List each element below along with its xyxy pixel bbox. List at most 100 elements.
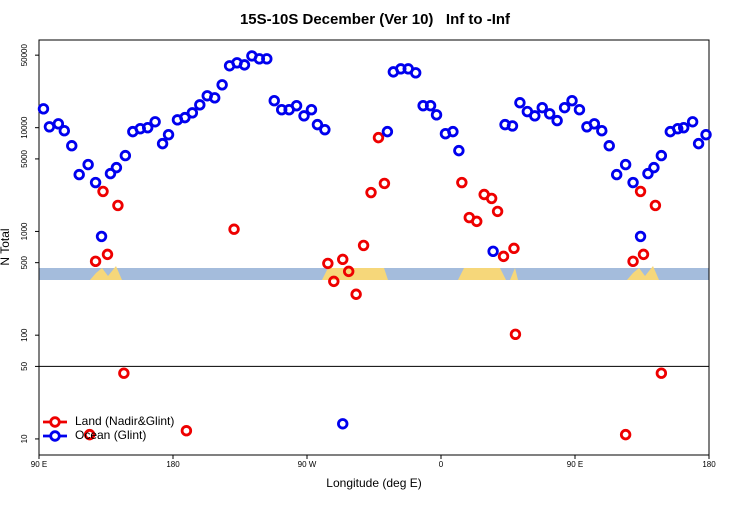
point [506, 120, 519, 132]
point [238, 59, 251, 71]
point [305, 104, 318, 116]
chart-title: 15S-10S December (Ver 10) Inf to -Inf [240, 11, 511, 28]
point [543, 108, 556, 120]
point [566, 94, 578, 107]
point [456, 176, 468, 189]
point [491, 205, 504, 218]
point [66, 140, 78, 152]
point [357, 239, 370, 252]
point [194, 99, 206, 111]
point [342, 265, 355, 278]
point [672, 122, 684, 135]
point [453, 144, 465, 157]
land-patch [510, 268, 518, 280]
point [119, 149, 132, 162]
legend-marker [49, 430, 61, 442]
point [180, 425, 193, 437]
x-tick-label: 90 E [567, 460, 583, 469]
land-patch [627, 266, 659, 280]
point [156, 137, 169, 150]
point [692, 137, 705, 150]
point [558, 101, 571, 114]
point [508, 242, 520, 255]
y-tick-label: 10000 [20, 116, 29, 139]
x-tick-label: 90 E [31, 460, 47, 469]
point [73, 168, 85, 181]
point [551, 114, 563, 127]
legend-label: Land (Nadir&Glint) [75, 414, 174, 428]
point [381, 125, 394, 138]
point [319, 123, 331, 136]
point [95, 230, 108, 243]
point [82, 158, 94, 171]
point [104, 167, 117, 180]
y-tick-label: 5000 [20, 149, 29, 167]
x-tick-label: 180 [702, 460, 716, 469]
point [642, 167, 654, 180]
y-tick-label: 1000 [20, 222, 29, 240]
point [350, 288, 362, 300]
series [83, 131, 668, 441]
series [37, 50, 712, 430]
land-patch [90, 266, 122, 280]
point [290, 99, 303, 112]
y-tick-label: 50 [20, 361, 29, 370]
point [208, 92, 221, 104]
y-tick-label: 100 [20, 328, 29, 342]
x-tick-label: 180 [166, 460, 180, 469]
point [89, 176, 102, 189]
point [634, 230, 647, 243]
point [101, 248, 114, 261]
point [409, 67, 422, 79]
point [228, 223, 240, 235]
point [298, 110, 310, 122]
point [637, 248, 650, 261]
point [337, 418, 349, 430]
point [110, 161, 123, 174]
point [37, 103, 50, 115]
plot-frame [38, 39, 710, 456]
point [596, 125, 608, 137]
point [471, 215, 483, 228]
y-tick-label: 500 [20, 255, 29, 269]
point [487, 245, 499, 258]
point [83, 428, 96, 441]
point [634, 185, 647, 198]
point [179, 111, 191, 124]
point [141, 121, 154, 134]
point [268, 94, 280, 107]
point [97, 185, 109, 198]
point [686, 116, 699, 128]
point [424, 99, 437, 112]
point [261, 53, 273, 65]
point [655, 149, 668, 162]
point [58, 125, 71, 137]
point [588, 118, 601, 130]
point [186, 107, 199, 119]
point [447, 125, 459, 138]
legend-marker [49, 416, 61, 428]
point [372, 131, 385, 144]
point [149, 116, 161, 128]
point [655, 367, 668, 379]
point [603, 140, 615, 152]
y-axis-label: N Total [0, 228, 12, 265]
point [112, 199, 124, 212]
point [311, 118, 324, 131]
point [118, 367, 130, 379]
x-tick-label: 90 W [298, 460, 317, 469]
point [529, 110, 541, 122]
point [497, 250, 510, 263]
point [677, 121, 690, 134]
x-tick-label: 0 [439, 460, 444, 469]
point [573, 104, 586, 116]
point [430, 109, 443, 121]
point [337, 253, 349, 266]
point [610, 168, 623, 181]
point [619, 158, 632, 171]
land-patch [458, 268, 506, 280]
land-patch [322, 268, 388, 280]
point [627, 176, 639, 189]
point [89, 255, 102, 268]
